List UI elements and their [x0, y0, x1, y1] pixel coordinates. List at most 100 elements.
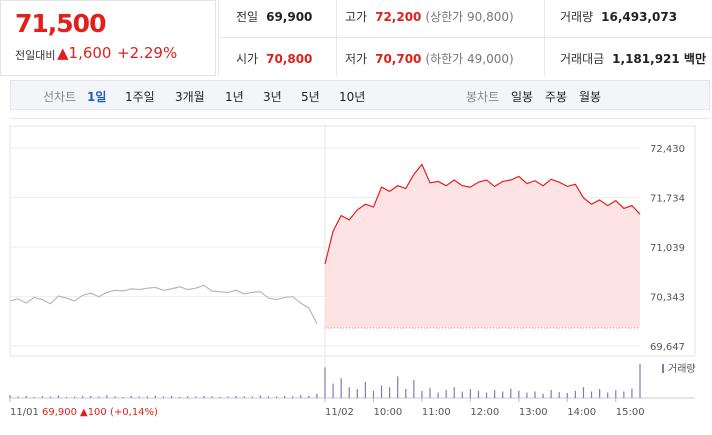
volume-bar — [364, 381, 366, 398]
volume-bar — [526, 392, 528, 398]
volume-bar — [461, 391, 463, 398]
y-tick-label: 71,039 — [650, 243, 685, 254]
volume-bar — [98, 396, 100, 398]
volume-bar — [316, 393, 318, 398]
price: 71,500 — [15, 9, 106, 38]
volume-bar — [558, 392, 560, 398]
tab[interactable]: 주봉 — [545, 90, 568, 104]
volume-bar — [292, 396, 294, 398]
info-cell: 거래량 16,493,073 — [560, 8, 677, 25]
info-divider — [218, 37, 712, 38]
tab-group-label: 봉차트 — [466, 90, 500, 104]
tab[interactable]: 월봉 — [579, 90, 602, 104]
volume-bar — [90, 395, 92, 398]
area — [325, 164, 640, 328]
tab[interactable]: 3년 — [263, 90, 282, 104]
info-label: 거래량 — [560, 10, 594, 24]
volume-bar — [542, 393, 544, 398]
tab[interactable]: 10년 — [339, 90, 366, 104]
x-tick-label: 15:00 — [616, 407, 645, 418]
tab[interactable]: 1년 — [225, 90, 244, 104]
x-tick-label: 13:00 — [519, 407, 548, 418]
info-label: 고가 — [345, 10, 368, 24]
volume-bar — [582, 387, 585, 398]
info-value: 69,900 — [266, 10, 313, 24]
plot-frame — [9, 125, 696, 357]
volume-bar — [518, 390, 520, 398]
volume-bar — [203, 395, 205, 398]
y-tick-label: 70,343 — [650, 292, 685, 303]
x-tick-label: 11/02 — [325, 407, 354, 418]
volume-bar — [623, 391, 625, 398]
tab-bar: 선차트 1일 1주일 3개월 1년 3년 5년 10년 봉차트 일봉 주봉 월봉 — [10, 80, 710, 110]
volume-bar — [41, 396, 43, 398]
info-label: 저가 — [345, 52, 368, 66]
info-note: (상한가 90,800) — [425, 10, 514, 24]
volume-bar — [356, 389, 358, 398]
info-cell: 시가 70,800 — [236, 50, 312, 67]
volume-bar — [590, 391, 593, 398]
info-value: 70,800 — [266, 52, 313, 66]
rate: +2.29% — [117, 44, 178, 62]
change: ▲1,600 — [57, 44, 112, 62]
y-tick-label: 69,647 — [650, 342, 685, 353]
volume-bar — [17, 396, 19, 398]
x-tick-label: 11/01 — [10, 407, 39, 418]
volume-bar — [477, 390, 480, 398]
info-value: 1,181,921 백만 — [612, 52, 706, 66]
volume-bar — [413, 380, 415, 398]
volume-bar — [639, 363, 641, 398]
tab[interactable]: 3개월 — [175, 90, 205, 104]
volume-bar — [65, 396, 68, 398]
volume-bar — [494, 390, 496, 398]
info-cell: 전일 69,900 — [236, 8, 312, 25]
info-divider — [544, 0, 545, 76]
volume-bar — [154, 395, 156, 398]
volume-bar — [284, 395, 286, 398]
volume-bar — [146, 396, 148, 398]
volume-bar — [607, 392, 609, 398]
volume-bar — [380, 385, 383, 398]
volume-bar — [235, 395, 237, 398]
info-cell: 저가 70,700 (하한가 49,000) — [345, 50, 514, 67]
volume-bar — [485, 392, 488, 398]
volume-bar — [599, 389, 601, 398]
x-tick-label: 14:00 — [567, 407, 596, 418]
y-tick-label: 72,430 — [650, 144, 685, 155]
volume-bar — [195, 396, 197, 398]
volume-bar — [308, 395, 310, 398]
volume-bar — [106, 395, 108, 398]
tab[interactable]: 1일 — [87, 90, 107, 104]
volume-bar — [421, 390, 423, 398]
volume-bar — [397, 376, 399, 398]
info-value: 16,493,073 — [601, 10, 678, 24]
volume-bar — [615, 390, 617, 398]
x-tick-label: 11:00 — [422, 407, 451, 418]
info-divider — [218, 0, 219, 76]
info-label: 거래대금 — [560, 52, 605, 66]
volume-bar — [348, 387, 350, 398]
volume-bar — [405, 389, 407, 398]
quote-box: 71,500 전일대비 ▲1,600 +2.29% — [0, 0, 216, 76]
info-divider — [336, 0, 337, 76]
x-tick-label: 12:00 — [470, 407, 499, 418]
volume-bar — [138, 396, 140, 398]
volume-bar — [389, 387, 391, 398]
prev-rate: (+0,14%) — [110, 407, 158, 418]
volume-bar — [170, 395, 173, 398]
volume-bar — [340, 378, 342, 398]
info-note: (하한가 49,000) — [425, 52, 514, 66]
tab[interactable]: 5년 — [301, 90, 320, 104]
info-cell: 거래대금 1,181,921 백만 — [560, 50, 706, 67]
volume-bar — [122, 396, 124, 398]
volume-bar — [49, 396, 51, 398]
volume-bar — [574, 390, 576, 398]
volume-bar — [534, 391, 536, 398]
info-value: 72,200 — [375, 10, 422, 24]
info-label: 전일 — [236, 10, 259, 24]
volume-bar — [25, 395, 27, 398]
tab[interactable]: 일봉 — [511, 90, 534, 104]
tab[interactable]: 1주일 — [125, 90, 155, 104]
info-grid: 전일 69,900 고가 72,200 (상한가 90,800) 거래량 16,493,07… — [218, 0, 712, 76]
volume-bar — [469, 389, 471, 398]
